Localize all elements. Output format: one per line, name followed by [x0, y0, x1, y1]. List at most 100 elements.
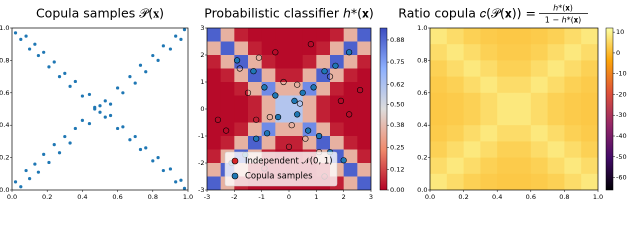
x-tick-label: 1.0 [183, 193, 193, 201]
heat-cell [261, 55, 276, 69]
point [250, 68, 257, 75]
point [103, 99, 107, 103]
heat-cell [497, 157, 515, 175]
heat-cell [497, 92, 515, 110]
y-tick-label: 0.2 [0, 154, 10, 162]
heat-cell [343, 136, 358, 150]
panel-title: Probabilistic classifier ℎ*(𝐱) [204, 6, 373, 21]
heat-cell [581, 109, 598, 126]
heat-cell [220, 68, 235, 83]
heat-cell [220, 95, 235, 110]
colorbar-tick-label: 0.88 [390, 36, 404, 44]
x-tick-label: 0.0 [7, 193, 17, 201]
point [332, 62, 339, 69]
heat-cell [289, 122, 304, 137]
x-tick-label: 0 [287, 193, 291, 201]
heat-cell [547, 157, 565, 175]
colorbar [379, 27, 388, 191]
heat-cell [564, 157, 582, 175]
heat-cell [207, 28, 222, 42]
heat-cell [248, 109, 263, 123]
point [128, 138, 132, 142]
legend-box [224, 151, 338, 187]
y-tick-label: 0.6 [417, 89, 427, 97]
heat-cell [530, 92, 549, 110]
heat-cell [234, 82, 249, 96]
y-tick-label: 2 [200, 51, 204, 59]
point [272, 92, 279, 99]
heat-cell [547, 173, 565, 190]
heat-cell [220, 82, 235, 96]
heat-cell [581, 76, 598, 94]
point [47, 65, 51, 69]
heat-cell [275, 82, 290, 96]
heat-cell [480, 141, 498, 159]
point [87, 121, 92, 126]
heat-cell [514, 109, 532, 126]
colorbar-tick-label: 0.50 [390, 101, 404, 109]
heat-cell [330, 41, 345, 56]
y-tick-label: 1.0 [0, 24, 10, 32]
heat-cell [581, 173, 598, 190]
heat-cell [480, 44, 498, 61]
heat-cell [446, 92, 465, 110]
heat-cell [343, 176, 358, 190]
heat-cell [547, 109, 565, 126]
heat-cell [463, 60, 481, 78]
heat-cell [530, 60, 549, 78]
heat-cell [430, 125, 448, 142]
heat-cell [220, 109, 235, 123]
x-tick-label: 0.4 [492, 193, 502, 201]
x-tick-label: 3 [369, 193, 373, 201]
heat-cell [446, 109, 465, 126]
heat-cell [564, 44, 582, 61]
heat-cell [463, 92, 481, 110]
x-tick-label: -1 [258, 193, 264, 201]
heat-cell [316, 82, 331, 96]
colorbar-tick-label: 0.25 [390, 143, 404, 151]
heat-cell [357, 41, 371, 56]
point [87, 92, 92, 97]
point [337, 97, 345, 104]
point [214, 116, 222, 123]
heat-cell [430, 92, 448, 110]
point [24, 34, 28, 38]
point [161, 44, 165, 48]
point [179, 37, 183, 41]
heat-cell [275, 68, 290, 83]
point [98, 104, 102, 108]
point [255, 54, 263, 61]
point [144, 146, 148, 150]
heat-cell [480, 125, 498, 142]
heat-cell [261, 136, 276, 150]
heat-cell [234, 41, 249, 56]
heat-cell [514, 141, 532, 159]
point [182, 28, 187, 32]
point [128, 75, 132, 79]
point [80, 94, 84, 98]
point [321, 68, 328, 75]
heat-cell [497, 109, 515, 126]
point [108, 113, 113, 118]
heat-cell [302, 109, 317, 123]
heat-cell [497, 125, 515, 142]
heat-cell [261, 68, 276, 83]
point [133, 134, 137, 139]
heat-cell [430, 28, 448, 45]
point [93, 105, 97, 109]
point [305, 127, 312, 134]
colorbar-tick-label: 0.62 [390, 80, 404, 88]
point [346, 49, 353, 56]
heat-cell [564, 92, 582, 110]
point [13, 31, 18, 35]
point [52, 143, 56, 147]
colorbar-tick-label: 0.75 [390, 58, 404, 66]
heat-cell [564, 28, 582, 45]
heat-cell [480, 92, 498, 110]
y-tick-label: 0.0 [417, 186, 427, 194]
point [151, 159, 155, 163]
heat-cell [207, 149, 222, 164]
heat-cell [497, 173, 515, 190]
point [274, 113, 282, 121]
y-tick-label: 0.8 [0, 56, 10, 64]
